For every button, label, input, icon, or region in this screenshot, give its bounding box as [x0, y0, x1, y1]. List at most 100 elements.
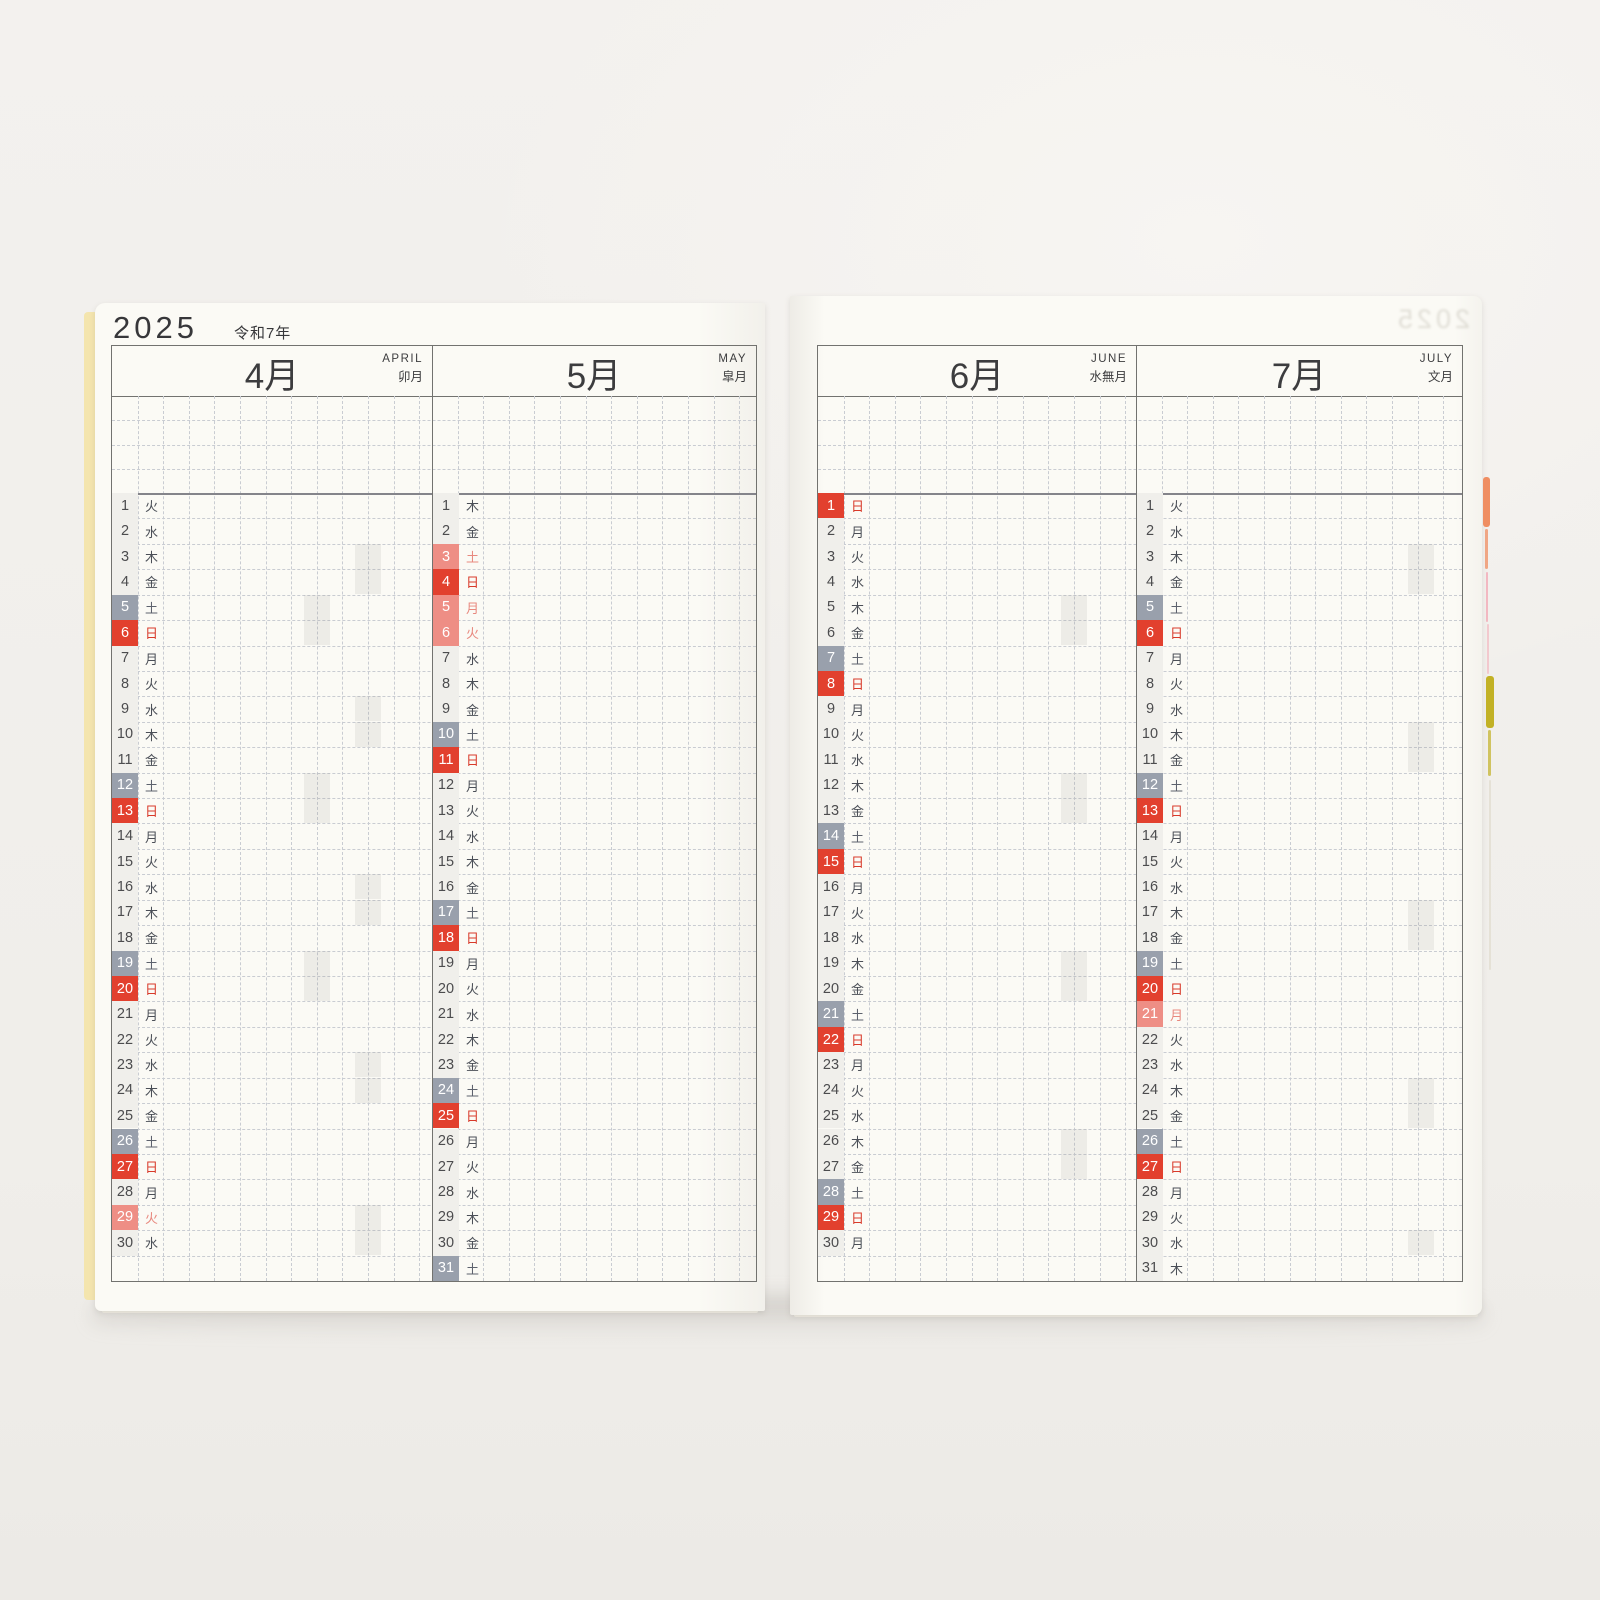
day-number: 17 [433, 899, 459, 926]
day-may-26: 26 月 [433, 1128, 756, 1154]
day-number: 25 [433, 1103, 459, 1129]
show-through-mark [304, 620, 330, 646]
day-number: 1 [818, 493, 844, 519]
day-july-19: 19 土 [1137, 950, 1462, 976]
day-number: 10 [433, 721, 459, 748]
calendar-body: 1 火 2 水 3 木 4 金 5 土 6 日 7 月 8 火 9 水 10 木 11 金 12 土 13 日 14 月 15 火 16 水 1… [112, 396, 756, 1281]
day-number: 3 [818, 543, 844, 570]
show-through-mark [304, 975, 330, 1001]
weekday-kanji: 木 [1170, 1261, 1184, 1277]
day-april-19: 19 土 [112, 950, 431, 976]
page-stack-left [102, 1309, 758, 1313]
day-july-24: 24 木 [1137, 1077, 1462, 1104]
day-number: 21 [112, 1001, 138, 1027]
day-number: 7 [112, 645, 138, 671]
day-july-16: 16 水 [1137, 874, 1462, 900]
weekday-kanji: 金 [466, 702, 480, 718]
day-june-24: 24 火 [818, 1077, 1135, 1104]
day-number: 16 [818, 874, 844, 900]
day-may-11: 11 日 [433, 747, 756, 773]
weekday-kanji: 月 [145, 651, 159, 667]
weekday-kanji: 水 [851, 931, 865, 947]
weekday-kanji: 木 [1170, 550, 1184, 566]
day-july-27: 27 日 [1137, 1153, 1462, 1180]
show-through-mark [355, 721, 381, 747]
weekday-kanji: 火 [851, 1083, 865, 1099]
weekday-kanji: 火 [145, 499, 159, 515]
show-through-ghost-text: 2025 [1393, 304, 1470, 334]
day-number: 8 [818, 670, 844, 697]
day-july-17: 17 木 [1137, 899, 1462, 926]
day-number: 11 [818, 747, 844, 773]
weekday-kanji: 金 [851, 1160, 865, 1176]
month-header-june: 6月 JUNE 水無月 [818, 346, 1136, 396]
weekday-kanji: 金 [851, 626, 865, 642]
month-header-may: 5月 MAY 皐月 [432, 346, 756, 396]
grid-line [688, 396, 689, 1281]
grid-line [818, 420, 1462, 422]
day-july-18: 18 金 [1137, 925, 1462, 951]
day-july-20: 20 日 [1137, 975, 1462, 1002]
day-july-23: 23 水 [1137, 1052, 1462, 1078]
weekday-kanji: 金 [466, 1236, 480, 1252]
weekday-kanji: 日 [851, 677, 865, 693]
grid-line [137, 396, 139, 1281]
year-heading: 2025 令和7年 [113, 310, 291, 346]
day-number: 27 [433, 1153, 459, 1180]
day-number: 17 [818, 899, 844, 926]
show-through-mark [1408, 1077, 1434, 1103]
day-number: 1 [1137, 493, 1163, 519]
day-number: 20 [433, 975, 459, 1002]
show-through-mark [1061, 950, 1087, 976]
weekday-kanji: 水 [145, 1236, 159, 1252]
weekday-kanji: 水 [1170, 1058, 1184, 1074]
day-number: 11 [112, 747, 138, 773]
olive-tab[interactable] [1486, 676, 1494, 728]
day-number: 30 [433, 1230, 459, 1256]
day-number: 5 [433, 594, 459, 621]
day-number: 18 [433, 925, 459, 951]
weekday-kanji: 土 [1170, 778, 1184, 794]
day-may-16: 16 金 [433, 874, 756, 900]
day-number: 20 [818, 975, 844, 1002]
month-divider [432, 346, 433, 1281]
grid-line [291, 396, 293, 1281]
day-number: 11 [1137, 747, 1163, 773]
day-number: 30 [818, 1230, 844, 1256]
weekday-kanji: 水 [466, 1007, 480, 1023]
day-number: 24 [433, 1077, 459, 1104]
orange-tab[interactable] [1483, 477, 1490, 527]
day-number: 28 [112, 1179, 138, 1205]
show-through-mark [1408, 569, 1434, 595]
weekday-kanji: 金 [145, 575, 159, 591]
weekday-kanji: 木 [466, 677, 480, 693]
weekday-kanji: 月 [466, 600, 480, 616]
day-number: 5 [1137, 594, 1163, 621]
show-through-mark [304, 798, 330, 824]
day-june-19: 19 木 [818, 950, 1135, 976]
year-era: 令和7年 [233, 325, 292, 342]
weekday-kanji: 水 [145, 880, 159, 896]
day-number: 26 [1137, 1128, 1163, 1154]
day-number: 19 [1137, 950, 1163, 976]
grid-line [1289, 396, 1291, 1281]
day-may-19: 19 月 [433, 950, 756, 976]
weekday-kanji: 水 [851, 575, 865, 591]
day-number: 13 [112, 798, 138, 824]
day-number: 9 [112, 696, 138, 722]
weekday-kanji: 日 [1170, 982, 1184, 998]
day-may-24: 24 土 [433, 1077, 756, 1104]
day-number: 13 [1137, 798, 1163, 824]
day-number: 15 [112, 848, 138, 875]
day-number: 2 [818, 518, 844, 544]
weekday-kanji: 水 [851, 1109, 865, 1125]
day-number: 29 [433, 1204, 459, 1231]
day-april-21: 21 月 [112, 1001, 431, 1027]
day-number: 14 [1137, 823, 1163, 849]
weekday-kanji: 日 [466, 575, 480, 591]
